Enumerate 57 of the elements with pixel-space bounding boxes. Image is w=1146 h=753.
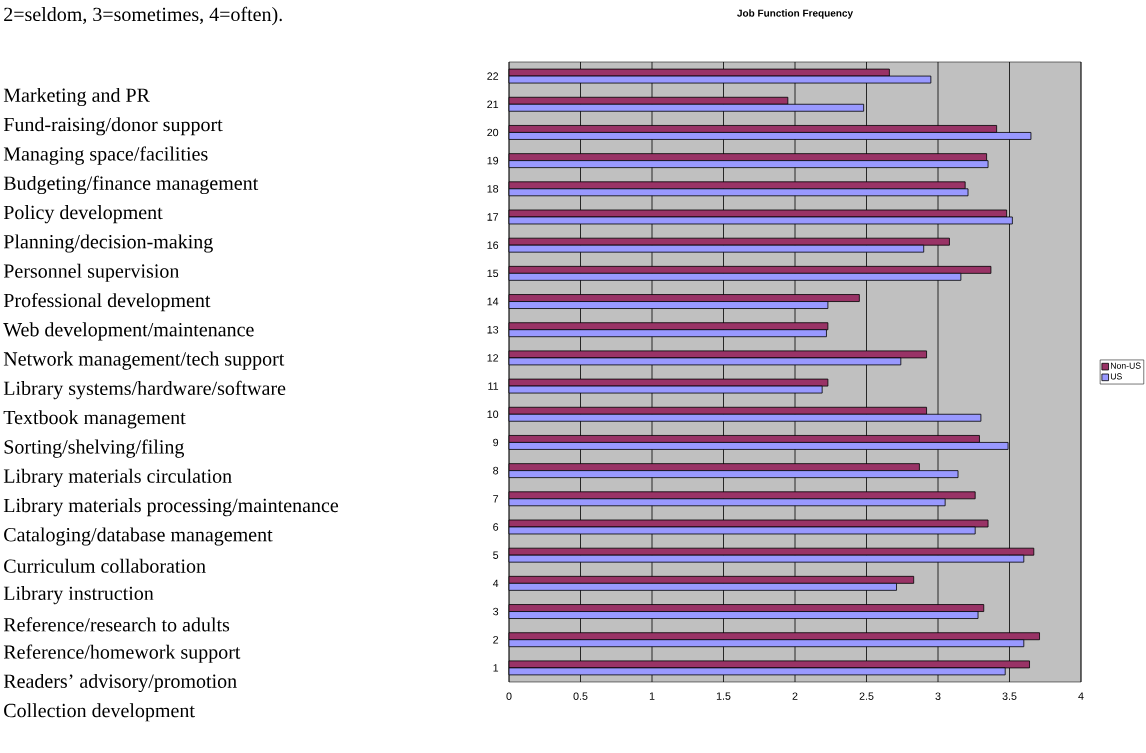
y-tick-label: 13	[487, 325, 499, 334]
x-tick-label: 4	[1078, 692, 1084, 700]
text: Web development/maintenance	[3, 322, 254, 341]
legend-label: US	[1110, 373, 1122, 380]
y-tick-label: 17	[487, 213, 499, 221]
y-tick-label: 9	[493, 438, 499, 447]
y-tick-label: 19	[487, 156, 499, 165]
y-tick-label: 2	[493, 635, 499, 644]
text: Marketing and PR	[3, 87, 150, 107]
x-tick-label: 3	[935, 692, 941, 700]
text: Budgeting/finance management	[3, 175, 259, 195]
y-tick-label: 7	[493, 495, 499, 503]
y-tick-label: 6	[493, 523, 499, 531]
text: Curriculum collaboration	[4, 558, 206, 573]
text: Planning/decision-making	[3, 234, 213, 253]
y-tick-label: 12	[487, 354, 499, 362]
y-tick-label: 3	[493, 607, 499, 616]
x-tick-label: 3.5	[1002, 692, 1017, 700]
y-tick-label: 16	[487, 241, 499, 249]
text: Policy development	[3, 205, 163, 224]
y-tick-label: 1	[493, 664, 499, 672]
text: Readers’ advisory/promotion	[3, 673, 237, 693]
x-tick-label: 1	[649, 692, 655, 700]
text: Library instruction	[3, 586, 154, 605]
text: Reference/homework support	[3, 644, 241, 663]
y-tick-label: 20	[487, 128, 499, 137]
text: 2=seldom, 3=sometimes, 4=often).	[4, 6, 282, 26]
x-tick-label: 1.5	[716, 692, 731, 700]
text: Reference/research to adults	[3, 617, 230, 632]
text: Textbook management	[3, 410, 186, 429]
text: Collection development	[4, 703, 195, 722]
text: Library systems/hardware/software	[3, 380, 286, 400]
y-tick-label: 14	[487, 297, 499, 306]
y-tick-label: 22	[487, 72, 499, 80]
x-tick-label: 0.5	[573, 692, 588, 700]
x-tick-label: 2.5	[859, 692, 874, 700]
y-tick-label: 11	[488, 382, 499, 390]
x-tick-label: 0	[506, 692, 512, 700]
x-tick-label: 2	[792, 692, 798, 700]
text: Network management/tech support	[3, 351, 285, 370]
text: Library materials processing/maintenance	[3, 498, 339, 517]
y-tick-label: 10	[487, 410, 499, 419]
text: Library materials circulation	[3, 468, 232, 487]
text: Professional development	[3, 292, 211, 312]
y-tick-label: 15	[487, 269, 499, 278]
text: Fund-raising/donor support	[3, 117, 223, 136]
chart-title: Job Function Frequency	[737, 9, 853, 19]
y-tick-label: 5	[493, 551, 499, 559]
y-tick-label: 4	[492, 579, 499, 588]
text: Cataloging/database management	[4, 527, 273, 546]
text: Personnel supervision	[3, 263, 180, 282]
legend-label: Non-US	[1110, 362, 1141, 369]
text: Sorting/shelving/filing	[4, 439, 185, 458]
y-tick-label: 8	[493, 466, 499, 475]
text: Managing space/facilities	[3, 146, 208, 165]
y-tick-label: 18	[487, 185, 499, 193]
y-tick-label: 21	[487, 100, 499, 108]
